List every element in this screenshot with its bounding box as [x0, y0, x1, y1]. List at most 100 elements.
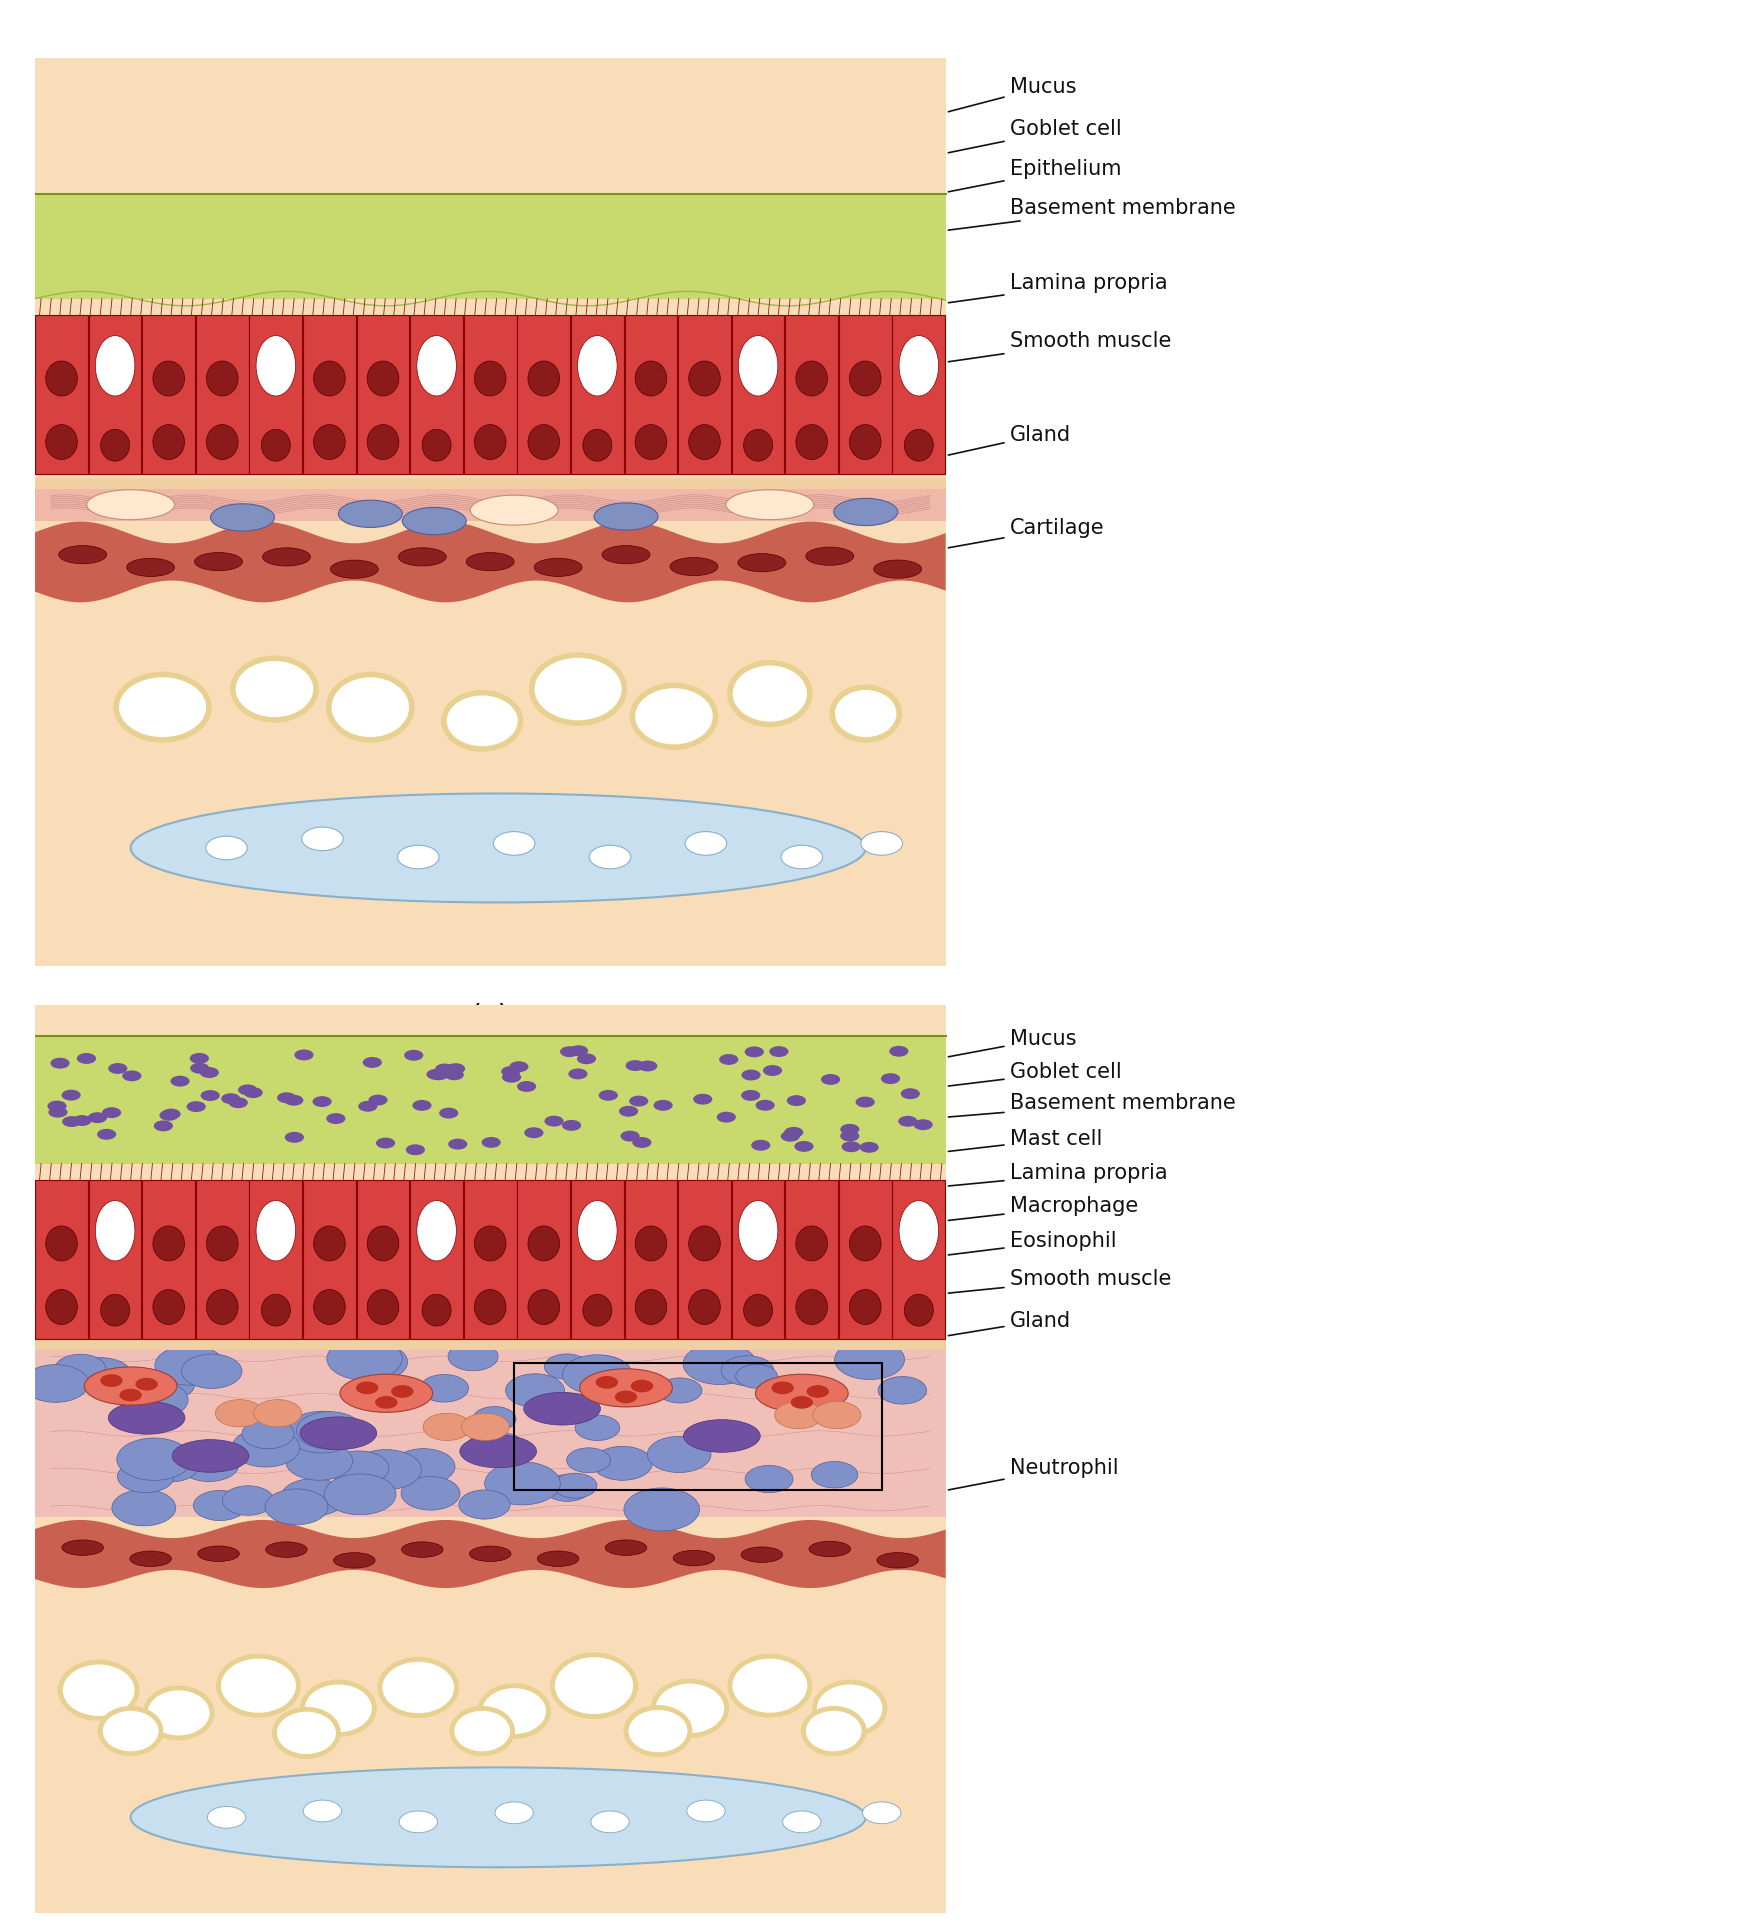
FancyBboxPatch shape	[893, 1180, 945, 1339]
FancyBboxPatch shape	[250, 1180, 302, 1339]
Circle shape	[405, 1049, 424, 1061]
Text: Lamina propria: Lamina propria	[948, 272, 1167, 303]
Circle shape	[97, 1128, 116, 1140]
Circle shape	[179, 1447, 240, 1482]
Circle shape	[108, 1063, 127, 1074]
FancyBboxPatch shape	[518, 315, 570, 473]
Circle shape	[327, 1113, 346, 1124]
Ellipse shape	[849, 1289, 881, 1325]
Circle shape	[811, 1461, 858, 1488]
FancyBboxPatch shape	[35, 1036, 945, 1163]
Ellipse shape	[207, 425, 238, 460]
Circle shape	[122, 1070, 141, 1082]
Circle shape	[898, 1117, 917, 1126]
FancyBboxPatch shape	[356, 1180, 410, 1339]
Ellipse shape	[59, 545, 106, 564]
Ellipse shape	[670, 558, 717, 576]
Circle shape	[481, 1136, 500, 1148]
Circle shape	[186, 1101, 205, 1113]
Circle shape	[544, 1354, 589, 1379]
Ellipse shape	[367, 425, 400, 460]
Circle shape	[401, 1476, 460, 1511]
Ellipse shape	[445, 694, 521, 750]
FancyBboxPatch shape	[571, 315, 624, 473]
Ellipse shape	[796, 425, 827, 460]
Text: Goblet cell: Goblet cell	[948, 118, 1122, 153]
FancyBboxPatch shape	[785, 1180, 837, 1339]
Ellipse shape	[552, 1656, 636, 1716]
Circle shape	[434, 1063, 453, 1074]
Circle shape	[889, 1045, 908, 1057]
Circle shape	[653, 1099, 672, 1111]
Ellipse shape	[116, 674, 208, 740]
Ellipse shape	[603, 545, 650, 564]
Ellipse shape	[330, 560, 379, 578]
Text: (a): (a)	[471, 1003, 509, 1030]
FancyBboxPatch shape	[142, 315, 195, 473]
Circle shape	[495, 1803, 533, 1824]
Text: Basement membrane: Basement membrane	[948, 197, 1235, 230]
Ellipse shape	[302, 1683, 375, 1735]
Circle shape	[162, 1109, 181, 1119]
Circle shape	[231, 1428, 301, 1466]
Circle shape	[294, 1049, 314, 1061]
FancyBboxPatch shape	[839, 315, 891, 473]
Circle shape	[592, 1447, 653, 1480]
Circle shape	[49, 1107, 68, 1117]
Circle shape	[155, 1121, 174, 1132]
FancyBboxPatch shape	[35, 1350, 945, 1517]
Ellipse shape	[756, 1374, 848, 1412]
FancyBboxPatch shape	[35, 315, 89, 473]
Ellipse shape	[738, 336, 778, 396]
Circle shape	[693, 1094, 712, 1105]
Circle shape	[222, 1486, 274, 1515]
Circle shape	[568, 1068, 587, 1080]
Circle shape	[375, 1397, 398, 1408]
Circle shape	[648, 1435, 710, 1472]
Circle shape	[794, 1142, 813, 1151]
Ellipse shape	[578, 1200, 617, 1262]
FancyBboxPatch shape	[196, 1180, 248, 1339]
Circle shape	[736, 1364, 778, 1389]
Circle shape	[297, 1412, 363, 1449]
Circle shape	[505, 1374, 565, 1406]
Circle shape	[879, 1376, 926, 1405]
Circle shape	[472, 1406, 516, 1432]
Ellipse shape	[528, 1289, 559, 1325]
Ellipse shape	[815, 1683, 884, 1735]
Circle shape	[266, 1490, 328, 1524]
Ellipse shape	[261, 1294, 290, 1325]
Ellipse shape	[625, 1708, 690, 1754]
Circle shape	[118, 1461, 174, 1493]
Ellipse shape	[532, 655, 624, 723]
Ellipse shape	[401, 1542, 443, 1557]
FancyBboxPatch shape	[625, 315, 677, 473]
FancyBboxPatch shape	[35, 479, 945, 489]
Circle shape	[238, 1084, 257, 1095]
Circle shape	[63, 1117, 82, 1126]
Text: Mucus: Mucus	[948, 1030, 1075, 1057]
FancyBboxPatch shape	[35, 489, 945, 520]
Polygon shape	[35, 1520, 945, 1588]
Ellipse shape	[796, 1289, 827, 1325]
Ellipse shape	[340, 1374, 433, 1412]
Ellipse shape	[45, 1289, 78, 1325]
Ellipse shape	[604, 1540, 646, 1555]
Ellipse shape	[874, 560, 922, 578]
Ellipse shape	[796, 361, 827, 396]
Circle shape	[155, 1345, 224, 1385]
Circle shape	[445, 1070, 464, 1080]
Ellipse shape	[688, 361, 721, 396]
Circle shape	[189, 1063, 208, 1074]
Ellipse shape	[584, 429, 611, 462]
Ellipse shape	[584, 1294, 611, 1325]
Circle shape	[563, 1354, 632, 1395]
Ellipse shape	[460, 1435, 537, 1468]
Ellipse shape	[684, 1420, 761, 1453]
Circle shape	[207, 1806, 245, 1828]
Circle shape	[89, 1113, 108, 1122]
Text: Neutrophil: Neutrophil	[948, 1459, 1119, 1490]
FancyBboxPatch shape	[731, 1180, 785, 1339]
Ellipse shape	[207, 1289, 238, 1325]
Ellipse shape	[730, 1656, 809, 1716]
